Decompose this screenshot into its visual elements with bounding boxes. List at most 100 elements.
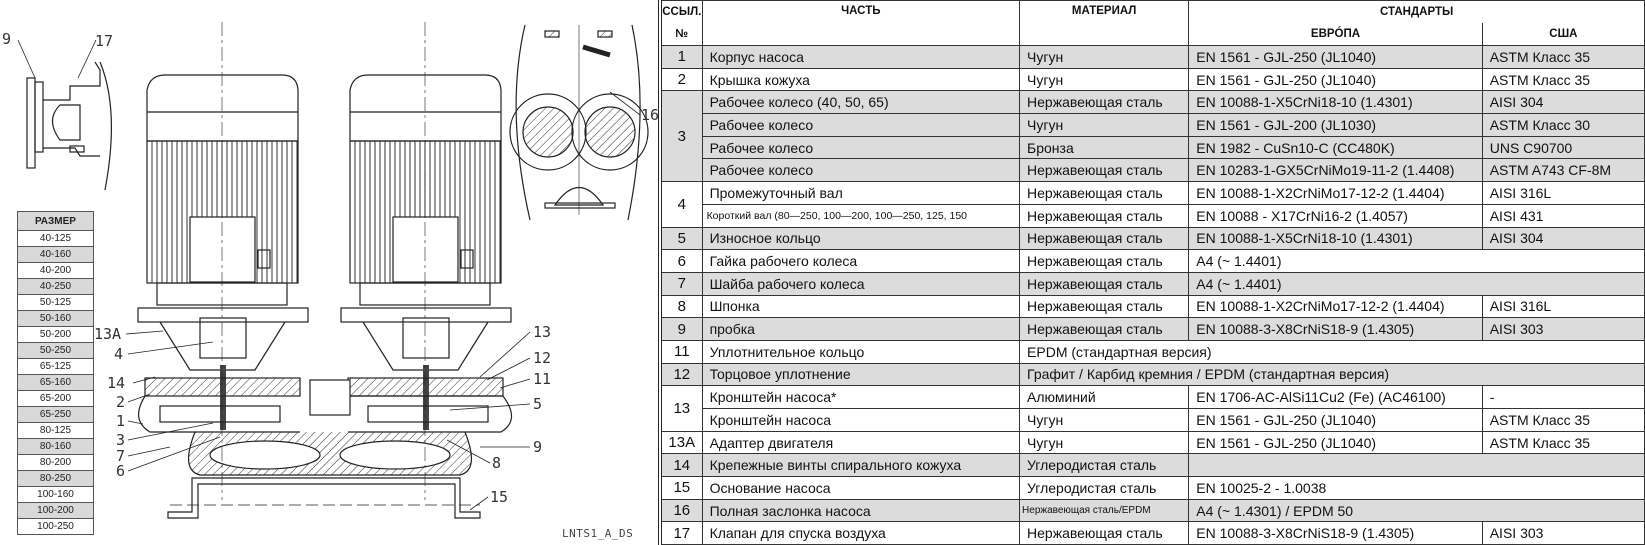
table-row: 2 Крышка кожуха Чугун EN 1561 - GJL-250 (JL…	[659, 67, 1645, 92]
ref-number-cell: 9	[659, 317, 703, 341]
table-row: 5 Износное кольцо Нержавеющая сталь EN 1008…	[659, 226, 1645, 251]
size-row: 100-200	[17, 502, 94, 519]
usa-standard-cell: -	[1481, 385, 1645, 409]
size-cell: 50-200	[17, 326, 94, 343]
size-table: РАЗМЕР 40-125 40-160 40-200 40-250 50-125 50-…	[17, 211, 94, 535]
europe-standard-cell: A4 (~ 1.4401)	[1188, 249, 1645, 273]
part-cell: Крепежные винты спирального кожуха	[701, 453, 1021, 478]
size-cell: 40-125	[17, 230, 94, 247]
part-cell: Основание насоса	[701, 476, 1021, 500]
size-cell: 65-160	[17, 374, 94, 391]
pump-casing	[188, 379, 472, 476]
material-cell: Чугун	[1019, 67, 1190, 92]
size-cell: 65-250	[17, 406, 94, 423]
part-cell: Крышка кожуха	[701, 67, 1021, 92]
material-cell: Углеродистая сталь	[1019, 476, 1190, 500]
header-europe: ЕВРÓПА	[1188, 23, 1483, 46]
part-cell: Промежуточный вал	[701, 181, 1021, 205]
size-cell: 50-250	[17, 342, 94, 359]
ref-number-cell: 13A	[659, 430, 703, 455]
part-cell: Шайба рабочего колеса	[701, 271, 1021, 296]
ref-number-cell: 6	[659, 249, 703, 273]
europe-standard-cell: EN 1561 - GJL-250 (JL1040)	[1188, 430, 1483, 455]
ref-number-cell: 13	[659, 385, 703, 432]
ref-number-cell: 5	[659, 226, 703, 251]
header-usa: США	[1481, 23, 1645, 46]
material-cell: Нержавеющая сталь	[1019, 294, 1190, 319]
callout-2: 2	[116, 393, 125, 411]
callout-16: 16	[641, 106, 658, 124]
part-cell: Рабочее колесо	[701, 158, 1021, 183]
ref-number-cell: 1	[659, 45, 703, 69]
part-cell: Корпус насоса	[701, 45, 1021, 69]
size-table-header: РАЗМЕР	[17, 211, 94, 231]
usa-standard-cell: ASTM Класс 35	[1481, 45, 1645, 69]
usa-standard-cell: AISI 304	[1481, 90, 1645, 115]
europe-standard-cell: EN 10088-3-X8CrNiS18-9 (1.4305)	[1188, 521, 1483, 545]
usa-standard-cell: AISI 303	[1481, 521, 1645, 545]
europe-standard-cell: EN 1982 - CuSn10-C (CC480K)	[1188, 135, 1483, 160]
material-cell: Нержавеющая сталь	[1019, 181, 1190, 205]
size-row: 40-200	[17, 262, 94, 279]
table-row: 6 Гайка рабочего колеса Нержавеющая сталь A…	[659, 249, 1645, 273]
callout-7: 7	[116, 447, 125, 465]
europe-standard-cell: EN 10025-2 - 1.0038	[1188, 476, 1645, 500]
usa-standard-cell: ASTM Класс 35	[1481, 408, 1645, 432]
usa-standard-cell: ASTM A743 CF-8M	[1481, 158, 1645, 183]
size-row: 80-160	[17, 438, 94, 455]
part-cell: Шпонка	[701, 294, 1021, 319]
table-row: 8 Шпонка Нержавеющая сталь EN 10088-1-X2CrN…	[659, 294, 1645, 319]
header-ref-top: ССЫЛ.	[659, 0, 703, 23]
part-cell: Рабочее колесо	[701, 113, 1021, 137]
table-row: Рабочее колесо Бронза EN 1982 - CuSn10-C (…	[660, 135, 1645, 160]
usa-standard-cell: ASTM Класс 35	[1481, 430, 1645, 455]
europe-standard-cell: EN 10088-3-X8CrNiS18-9 (1.4305)	[1188, 317, 1483, 341]
size-cell: 65-200	[17, 390, 94, 407]
europe-standard-cell: EN 10088-1-X5CrNi18-10 (1.4301)	[1188, 226, 1483, 251]
table-row: 12 Торцовое уплотнение Графит / Карбид кре…	[659, 362, 1645, 387]
part-cell: Уплотнительное кольцо	[701, 339, 1021, 364]
parts-materials-table: ССЫЛ. ЧАСТЬ МАТЕРИАЛ СТАНДАРТЫ № ЕВРÓПА …	[658, 0, 1645, 545]
ref-number-cell: 2	[659, 67, 703, 92]
size-row: 50-160	[17, 310, 94, 327]
table-row: 11 Уплотнительное кольцо EPDM (стандартная…	[659, 339, 1645, 364]
size-row: 100-160	[17, 486, 94, 503]
size-row: 100-250	[17, 518, 94, 535]
material-cell: Нержавеющая сталь	[1019, 226, 1190, 251]
size-cell: 40-200	[17, 262, 94, 279]
europe-standard-cell: A4 (~ 1.4301) / EPDM 50	[1188, 498, 1645, 523]
table-row: Кронштейн насоса Чугун EN 1561 - GJL-250 (…	[660, 408, 1645, 432]
ref-number-cell: 7	[659, 271, 703, 296]
europe-standard-cell: EN 1561 - GJL-200 (JL1030)	[1188, 113, 1483, 137]
part-cell: Клапан для спуска воздуха	[701, 521, 1021, 545]
size-cell: 80-125	[17, 422, 94, 439]
material-cell: Чугун	[1019, 408, 1190, 432]
europe-standard-cell: EN 1561 - GJL-250 (JL1040)	[1188, 67, 1483, 92]
table-row: 15 Основание насоса Углеродистая сталь EN 1…	[659, 476, 1645, 500]
callout-6: 6	[116, 462, 125, 480]
header-standards: СТАНДАРТЫ	[1188, 0, 1645, 23]
material-cell: Нержавеющая сталь	[1019, 271, 1190, 296]
pump-assembly-drawing: 9 17 16 13A 4 14 2 1 3 7 6 13 12 11 5 9 …	[2, 22, 658, 519]
callout-leaders	[17, 39, 641, 511]
callout-13a: 13A	[94, 325, 121, 343]
table-row: 13 Кронштейн насоса* Алюминий EN 1706-AC-Al…	[659, 385, 1645, 432]
part-cell: Торцовое уплотнение	[701, 362, 1021, 387]
size-cell: 80-160	[17, 438, 94, 455]
ref-number-cell: 17	[659, 521, 703, 545]
part-cell: Кронштейн насоса*	[701, 385, 1021, 409]
ref-number-cell: 14	[659, 453, 703, 478]
table-row: 4 Промежуточный вал Нержавеющая сталь EN 10…	[659, 181, 1645, 228]
callout-12: 12	[533, 349, 551, 367]
size-row: 65-250	[17, 406, 94, 423]
size-cell: 65-125	[17, 358, 94, 375]
size-cell: 100-250	[17, 518, 94, 535]
callout-14: 14	[107, 374, 125, 392]
part-cell: Износное кольцо	[701, 226, 1021, 251]
ref-number-cell: 3	[659, 90, 703, 183]
material-cell: Бронза	[1019, 135, 1190, 160]
table-row: Короткий вал (80—250, 100—200, 100—250, …	[660, 203, 1645, 228]
header-ref-bottom: №	[659, 23, 703, 46]
europe-standard-cell: EN 1561 - GJL-250 (JL1040)	[1188, 408, 1483, 432]
part-cell: Рабочее колесо	[701, 135, 1021, 160]
